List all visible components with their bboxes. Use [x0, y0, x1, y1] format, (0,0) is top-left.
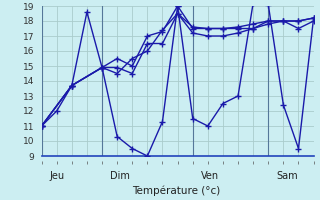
Text: Sam: Sam: [276, 171, 298, 181]
Text: Jeu: Jeu: [50, 171, 65, 181]
Text: Dim: Dim: [110, 171, 130, 181]
Text: Ven: Ven: [201, 171, 219, 181]
Text: Température (°c): Température (°c): [132, 186, 220, 196]
